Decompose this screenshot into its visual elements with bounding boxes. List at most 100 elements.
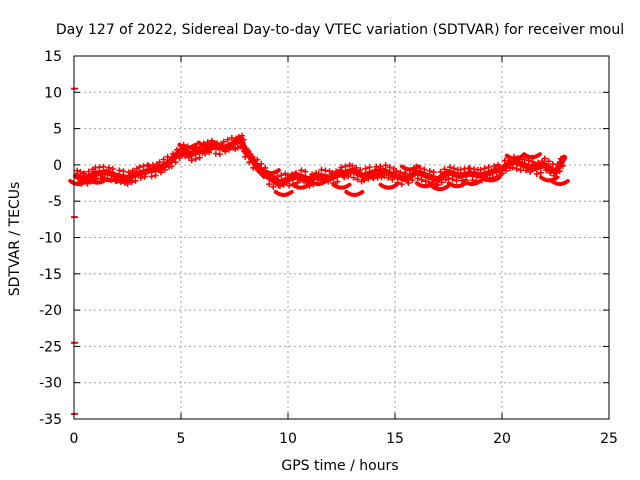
- data-point: [74, 167, 81, 174]
- data-point: [331, 182, 352, 190]
- data-point: [344, 189, 365, 197]
- y-tick-labels: 15 10 5 0 -5 -10 -15 -20 -25 -30 -35: [39, 49, 62, 428]
- data-point: [513, 165, 520, 172]
- data-point: [540, 160, 547, 167]
- data-point: [449, 176, 456, 183]
- data-point: [278, 172, 285, 179]
- data-point: [273, 189, 294, 197]
- x-tick-label: 5: [177, 431, 186, 447]
- x-tick-label: 0: [70, 431, 79, 447]
- data-point: [238, 140, 245, 147]
- data-point: [382, 162, 389, 169]
- data-point: [120, 168, 127, 175]
- data-point: [129, 167, 136, 174]
- data-point: [494, 161, 501, 168]
- data-point: [219, 142, 226, 149]
- data-point: [399, 164, 420, 172]
- data-point: [240, 144, 247, 151]
- data-point: [192, 156, 199, 163]
- data-point: [485, 164, 492, 171]
- data-point: [521, 152, 542, 160]
- data-point: [456, 173, 463, 180]
- data-point: [464, 171, 471, 178]
- data-point: [187, 152, 194, 159]
- data-point: [450, 165, 457, 172]
- data-point: [545, 158, 552, 165]
- data-point: [504, 153, 525, 161]
- data-point: [555, 161, 562, 168]
- data-point: [293, 169, 300, 176]
- data-point: [302, 168, 309, 175]
- data-point: [501, 157, 508, 164]
- y-tick-label: -20: [39, 303, 62, 319]
- data-point: [167, 156, 174, 163]
- grid: [74, 56, 609, 419]
- data-point: [418, 176, 425, 183]
- data-point: [490, 163, 497, 170]
- data-point: [246, 159, 253, 166]
- data-point: [468, 170, 475, 177]
- data-point: [414, 175, 421, 182]
- data-point: [528, 166, 535, 173]
- data-point: [414, 181, 435, 189]
- data-point: [327, 173, 334, 180]
- data-point: [400, 174, 407, 181]
- y-tick-label: -25: [39, 339, 62, 355]
- data-point: [559, 162, 566, 169]
- data-point: [318, 166, 325, 173]
- y-axis-label: SDTVAR / TECUs: [7, 182, 23, 297]
- data-point: [91, 171, 98, 178]
- data-point: [315, 170, 322, 177]
- data-point: [100, 163, 107, 170]
- data-point: [196, 154, 203, 161]
- data-point: [548, 168, 555, 175]
- y-tick-label: -5: [48, 194, 62, 210]
- data-point: [477, 166, 484, 173]
- data-point: [191, 148, 198, 155]
- data-point: [139, 170, 146, 177]
- data-point: [77, 169, 84, 176]
- y-tick-label: -35: [39, 412, 62, 428]
- data-point: [544, 165, 551, 172]
- data-point: [452, 171, 459, 178]
- data-point: [440, 172, 447, 179]
- data-point: [430, 169, 437, 176]
- data-point: [260, 173, 267, 180]
- x-tick-label: 15: [386, 431, 404, 447]
- data-point: [386, 164, 393, 171]
- data-point: [436, 175, 443, 182]
- data-point: [244, 147, 251, 154]
- data-point: [238, 132, 245, 139]
- data-point: [338, 164, 345, 171]
- data-point: [188, 157, 195, 164]
- data-point: [426, 167, 433, 174]
- data-point: [420, 170, 427, 177]
- data-point: [334, 178, 341, 185]
- data-point: [424, 172, 431, 179]
- y-tick-label: 5: [53, 122, 62, 138]
- data-point: [347, 169, 354, 176]
- data-point: [537, 169, 544, 176]
- data-point: [461, 165, 468, 172]
- data-point: [179, 149, 186, 156]
- data-point: [350, 174, 357, 181]
- data-point: [520, 163, 527, 170]
- data-point: [404, 176, 411, 183]
- data-point: [552, 166, 559, 173]
- data-point: [109, 165, 116, 172]
- data-point: [517, 167, 524, 174]
- data-point: [140, 163, 147, 170]
- data-point: [357, 166, 364, 173]
- data-point: [536, 161, 543, 168]
- data-point: [361, 177, 368, 184]
- data-point: [220, 138, 227, 145]
- data-point: [377, 163, 384, 170]
- data-point: [402, 170, 409, 177]
- axis-ticks: [73, 55, 610, 420]
- data-point: [141, 173, 148, 180]
- data-point: [270, 183, 277, 190]
- data-point: [254, 156, 261, 163]
- data-point: [137, 174, 144, 181]
- y-tick-label: 10: [44, 85, 62, 101]
- data-point: [342, 163, 349, 170]
